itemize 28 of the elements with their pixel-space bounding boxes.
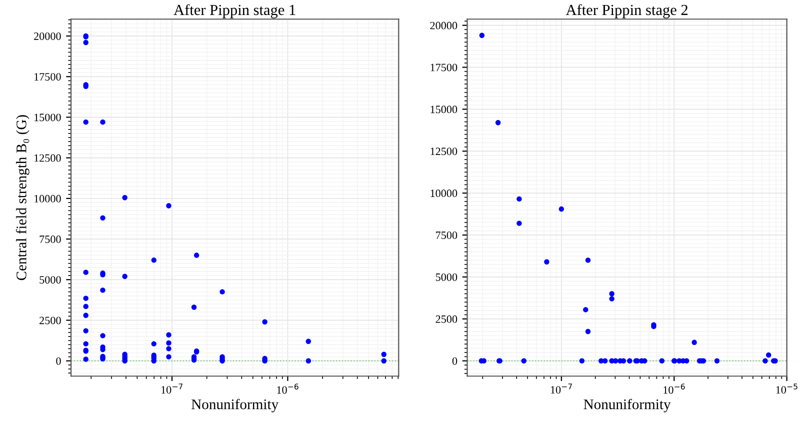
y-tick-label: 10000 bbox=[430, 190, 458, 198]
y-tick-label: 0 bbox=[452, 357, 458, 365]
x-tick-label: 10$^{−6}$ bbox=[277, 384, 298, 394]
x-tick-label: 10$^{−7}$ bbox=[161, 384, 183, 394]
y-tick-label: 12500 bbox=[430, 148, 458, 156]
x-axis-title: Nonuniformity bbox=[192, 398, 279, 412]
y-tick-label: 2500 bbox=[436, 315, 458, 323]
y-tick-label: 7500 bbox=[40, 236, 61, 244]
y-tick-label: 12500 bbox=[34, 154, 61, 162]
y-tick-label: 2500 bbox=[40, 316, 61, 324]
y-tick-label: 0 bbox=[56, 357, 61, 365]
chart-title: After Pippin stage 2 bbox=[566, 4, 688, 18]
x-tick-label: 10$^{−7}$ bbox=[550, 384, 572, 394]
y-tick-label: 20000 bbox=[34, 32, 61, 40]
x-axis-title: Nonuniformity bbox=[584, 398, 671, 412]
y-tick-label: 10000 bbox=[34, 194, 61, 202]
chart-title: After Pippin stage 1 bbox=[174, 4, 296, 18]
y-tick-label: 7500 bbox=[436, 232, 458, 239]
y-tick-label: 15000 bbox=[430, 106, 458, 114]
y-tick-label: 17500 bbox=[34, 73, 61, 81]
y-tick-label: 5000 bbox=[436, 273, 458, 281]
y-axis-title: Central field strength B₀ (G) bbox=[16, 115, 30, 280]
y-tick-label: 17500 bbox=[430, 64, 458, 72]
x-tick-label: 10$^{−6}$ bbox=[664, 384, 685, 394]
y-tick-label: 20000 bbox=[430, 22, 458, 30]
x-tick-label: 10$^{−5}$ bbox=[776, 384, 798, 394]
y-tick-label: 15000 bbox=[34, 114, 61, 122]
y-tick-label: 5000 bbox=[40, 276, 61, 284]
